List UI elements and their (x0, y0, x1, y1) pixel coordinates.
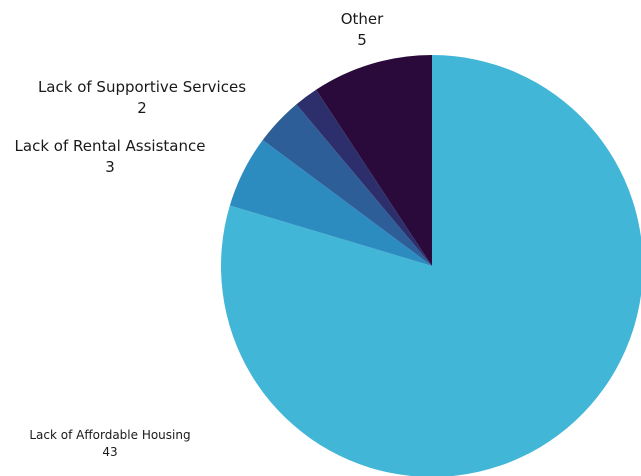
slice-label-affordable-housing-name: Lack of Affordable Housing (29, 428, 191, 442)
pie-slice-other (316, 55, 432, 266)
slice-label-rental-assistance-name: Lack of Rental Assistance (14, 137, 206, 155)
slice-label-other-name: Other (340, 10, 384, 28)
slice-label-rental-assistance: Lack of Rental Assistance 3 (2, 136, 218, 178)
slice-label-supportive-services-value: 2 (137, 99, 147, 117)
slice-label-other: Other 5 (322, 9, 402, 51)
slice-label-supportive-services-name: Lack of Supportive Services (37, 78, 247, 96)
slice-label-other-value: 5 (357, 31, 367, 49)
slice-label-affordable-housing: Lack of Affordable Housing 43 (6, 427, 214, 461)
slice-label-rental-assistance-value: 3 (105, 158, 115, 176)
slice-label-affordable-housing-value: 43 (102, 444, 118, 459)
pie-slice-lack-of-supportive-services (262, 104, 432, 266)
slice-label-supportive-services: Lack of Supportive Services 2 (23, 77, 261, 119)
pie-slice-lack-of-affordable-housing (220, 55, 641, 476)
pie-slice-unlabeled-3 (296, 89, 432, 267)
pie-slice-lack-of-rental-assistance (229, 140, 432, 266)
